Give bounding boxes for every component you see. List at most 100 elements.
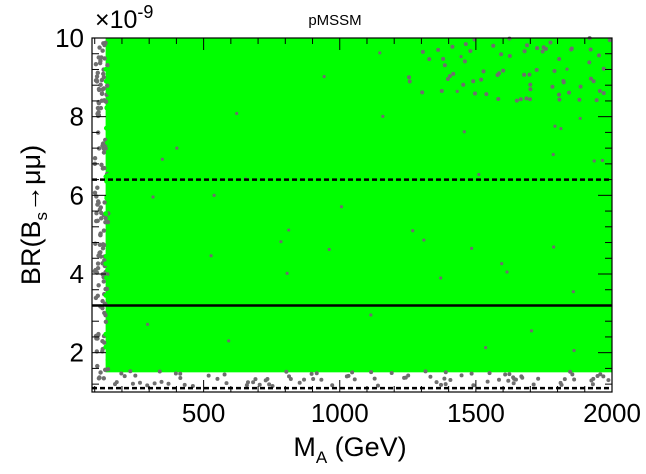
grey-point <box>122 374 127 379</box>
grey-point <box>540 49 545 54</box>
grey-point <box>257 382 262 387</box>
grey-point <box>95 261 101 266</box>
green-point <box>112 311 118 317</box>
grey-point <box>568 369 573 374</box>
grey-point <box>590 382 595 387</box>
grey-point <box>553 124 557 128</box>
grey-point <box>330 383 335 388</box>
green-point <box>108 297 114 303</box>
grey-point <box>93 78 99 83</box>
grey-point <box>598 372 603 377</box>
plot-area <box>92 36 613 389</box>
grey-point <box>499 52 504 57</box>
grey-point <box>406 373 411 378</box>
grey-point <box>100 246 106 251</box>
grey-point <box>105 83 110 88</box>
grey-point <box>369 313 373 317</box>
grey-point <box>524 96 529 101</box>
grey-point <box>222 372 227 377</box>
grey-point <box>128 369 133 374</box>
grey-point <box>428 374 433 379</box>
grey-point <box>327 247 331 252</box>
grey-point <box>94 74 100 79</box>
grey-point <box>98 205 104 210</box>
grey-point <box>103 220 108 225</box>
grey-point <box>105 367 111 372</box>
grey-point <box>520 375 525 380</box>
grey-point <box>528 87 533 92</box>
grey-point <box>95 293 100 298</box>
y-tick-label: 4 <box>70 259 84 289</box>
grey-point <box>420 90 425 95</box>
svg-text:×10-9: ×10-9 <box>95 2 153 34</box>
grey-point <box>496 377 501 382</box>
axis-ticks: 500 1000 1500 2000 2 4 6 8 10 <box>55 23 641 428</box>
grey-point <box>600 158 605 163</box>
x-axis-title: MA (GeV) <box>293 432 406 467</box>
grey-point <box>101 146 107 152</box>
grey-point <box>212 193 216 197</box>
green-point <box>104 275 109 281</box>
grey-point <box>95 363 100 369</box>
y-tick-label: 6 <box>70 180 84 210</box>
grey-point <box>100 242 106 247</box>
grey-point <box>606 378 611 383</box>
grey-point <box>284 369 289 374</box>
grey-point <box>279 240 283 244</box>
grey-point <box>206 373 211 378</box>
grey-point <box>443 382 448 387</box>
green-point <box>109 290 114 296</box>
grey-point <box>572 377 577 382</box>
grey-point <box>570 372 575 377</box>
grey-point <box>571 290 575 294</box>
grey-point <box>224 381 229 386</box>
grey-point <box>339 205 344 209</box>
green-point <box>112 329 118 335</box>
grey-point <box>442 376 447 381</box>
grey-point <box>420 49 425 54</box>
grey-point <box>462 59 467 64</box>
grey-point <box>565 67 569 71</box>
x-tick-label: 2000 <box>583 398 641 428</box>
grey-point <box>133 373 138 378</box>
green-point <box>110 152 116 158</box>
grey-point <box>529 329 534 333</box>
grey-point <box>378 51 382 55</box>
green-point <box>110 284 116 290</box>
grey-point <box>145 322 150 326</box>
grey-point <box>491 43 496 48</box>
green-point <box>109 326 114 332</box>
grey-point <box>505 270 509 274</box>
x-tick-label: 1500 <box>447 398 505 428</box>
grey-point <box>477 172 481 177</box>
grey-point <box>511 381 516 386</box>
grey-point <box>550 84 555 89</box>
grey-point <box>99 210 104 216</box>
grey-point <box>441 56 446 61</box>
grey-point <box>506 378 511 383</box>
grey-point <box>105 63 110 68</box>
grey-point <box>98 254 104 259</box>
grey-point <box>597 89 602 94</box>
grey-point <box>543 46 548 51</box>
grey-point <box>178 375 183 380</box>
grey-point <box>178 371 183 376</box>
grey-point <box>479 77 484 82</box>
grey-point <box>145 383 150 388</box>
y-axis-title: BR(Bs→μμ) <box>16 145 51 285</box>
grey-point <box>507 53 512 58</box>
x-tick-label: 500 <box>182 398 225 428</box>
green-point <box>108 143 114 148</box>
grey-point <box>389 370 394 375</box>
grey-point <box>535 46 540 51</box>
green-point <box>103 253 109 259</box>
grey-point <box>267 382 272 387</box>
grey-point <box>422 238 426 242</box>
grey-point <box>102 56 107 61</box>
grey-point <box>102 42 107 48</box>
grey-point <box>97 45 102 50</box>
grey-point <box>381 114 385 118</box>
grey-point <box>350 370 355 375</box>
grey-point <box>96 200 101 206</box>
grey-point <box>372 376 377 381</box>
